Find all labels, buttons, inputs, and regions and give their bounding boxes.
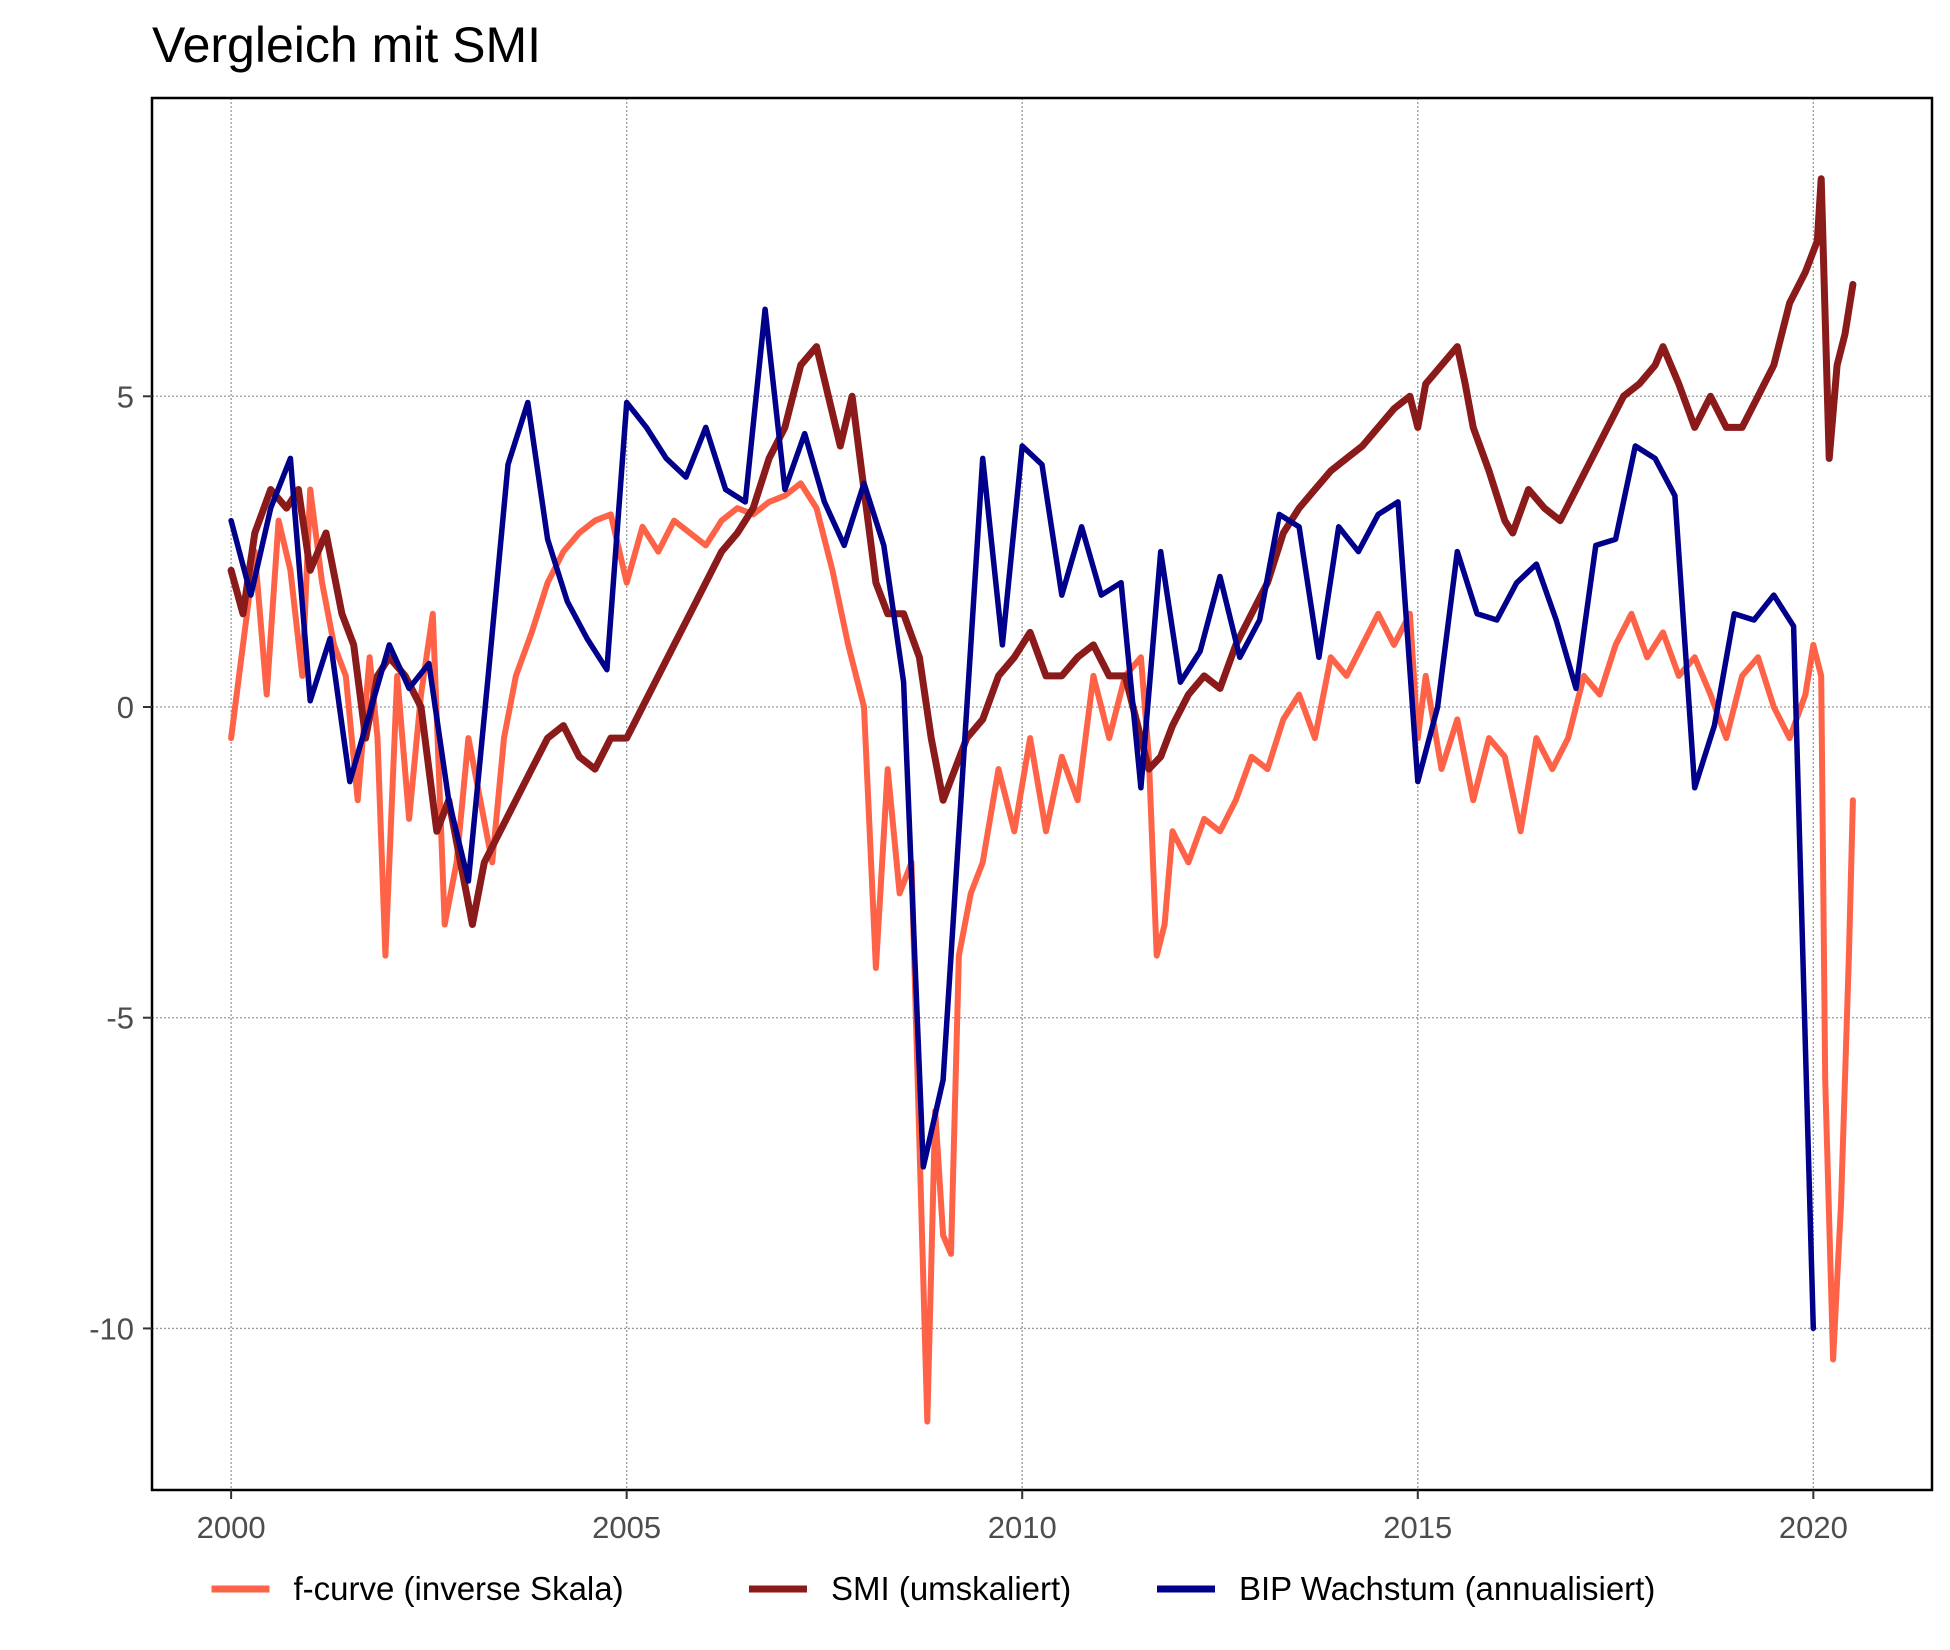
series-line-1: [228, 480, 1856, 1425]
y-tick-label: 5: [117, 379, 134, 414]
plot-panel-border: [150, 96, 1934, 1492]
series-line-3: [228, 306, 1817, 1332]
x-tick-label: 2015: [1383, 1510, 1452, 1545]
y-tick-label: 0: [117, 690, 134, 725]
legend: f-curve (inverse Skala) SMI (umskaliert) B…: [211, 1570, 1655, 1607]
axes: 2000 2005 2010 2015 2020 -10 -5 0 5: [89, 379, 1848, 1545]
grid-lines: [152, 98, 1932, 1490]
legend-label-1: f-curve (inverse Skala): [294, 1570, 624, 1607]
x-tick-label: 2005: [592, 1510, 661, 1545]
y-tick-label: -10: [89, 1311, 134, 1346]
x-tick-label: 2000: [197, 1510, 266, 1545]
plot-series: [227, 175, 1857, 1425]
y-tick-label: -5: [106, 1001, 134, 1036]
series-line-2: [227, 175, 1857, 928]
legend-label-2: SMI (umskaliert): [831, 1570, 1071, 1607]
chart-title: Vergleich mit SMI: [152, 17, 541, 73]
x-tick-label: 2020: [1779, 1510, 1848, 1545]
legend-label-3: BIP Wachstum (annualisiert): [1239, 1570, 1655, 1607]
x-tick-label: 2010: [988, 1510, 1057, 1545]
